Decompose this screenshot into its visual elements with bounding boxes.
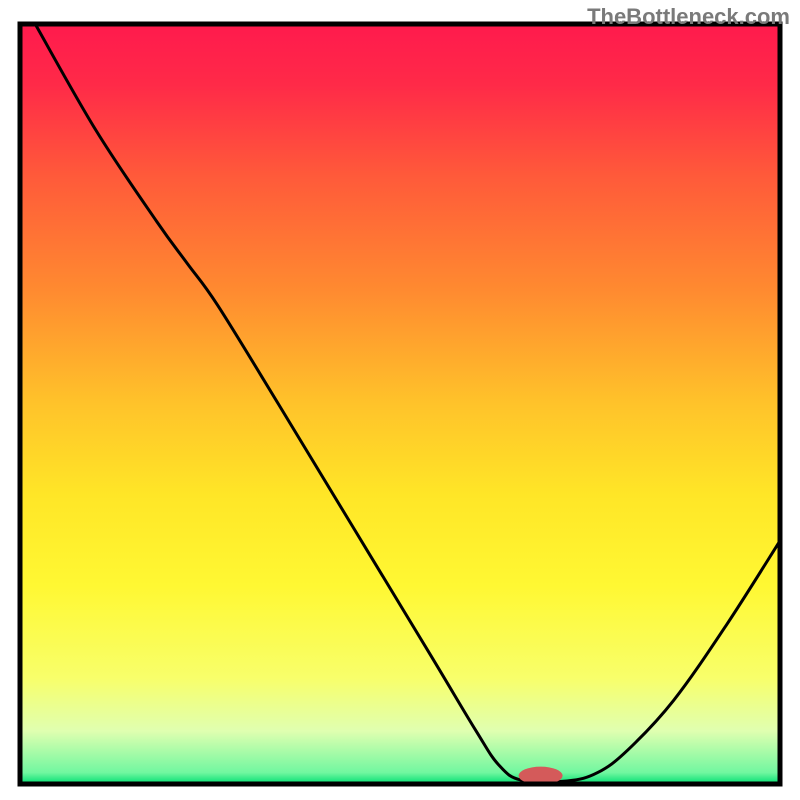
chart-svg	[0, 0, 800, 800]
gradient-background	[20, 24, 780, 784]
watermark-text: TheBottleneck.com	[587, 4, 790, 30]
bottleneck-chart: TheBottleneck.com	[0, 0, 800, 800]
